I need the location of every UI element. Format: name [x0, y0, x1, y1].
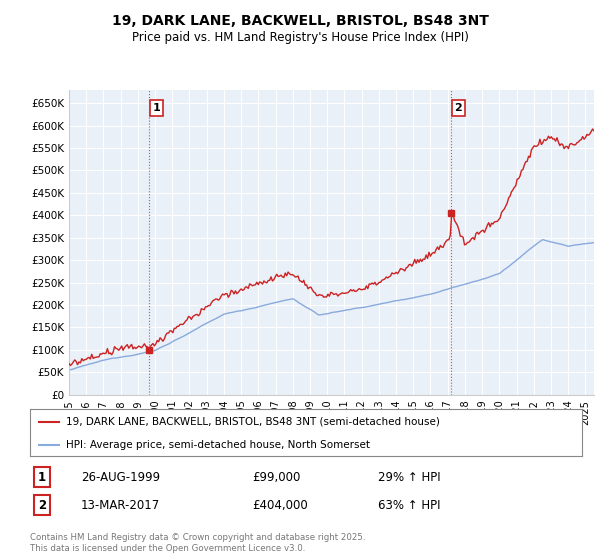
Text: Contains HM Land Registry data © Crown copyright and database right 2025.
This d: Contains HM Land Registry data © Crown c… — [30, 533, 365, 553]
Text: HPI: Average price, semi-detached house, North Somerset: HPI: Average price, semi-detached house,… — [66, 441, 370, 450]
Text: £99,000: £99,000 — [252, 470, 301, 484]
Text: 63% ↑ HPI: 63% ↑ HPI — [378, 498, 440, 512]
Text: 1: 1 — [152, 103, 160, 113]
Text: Price paid vs. HM Land Registry's House Price Index (HPI): Price paid vs. HM Land Registry's House … — [131, 31, 469, 44]
Text: £404,000: £404,000 — [252, 498, 308, 512]
Text: 2: 2 — [455, 103, 463, 113]
Text: 19, DARK LANE, BACKWELL, BRISTOL, BS48 3NT: 19, DARK LANE, BACKWELL, BRISTOL, BS48 3… — [112, 14, 488, 28]
Text: 1: 1 — [38, 470, 46, 484]
Text: 13-MAR-2017: 13-MAR-2017 — [81, 498, 160, 512]
Text: 26-AUG-1999: 26-AUG-1999 — [81, 470, 160, 484]
Text: 2: 2 — [38, 498, 46, 512]
Text: 29% ↑ HPI: 29% ↑ HPI — [378, 470, 440, 484]
Text: 19, DARK LANE, BACKWELL, BRISTOL, BS48 3NT (semi-detached house): 19, DARK LANE, BACKWELL, BRISTOL, BS48 3… — [66, 417, 440, 427]
